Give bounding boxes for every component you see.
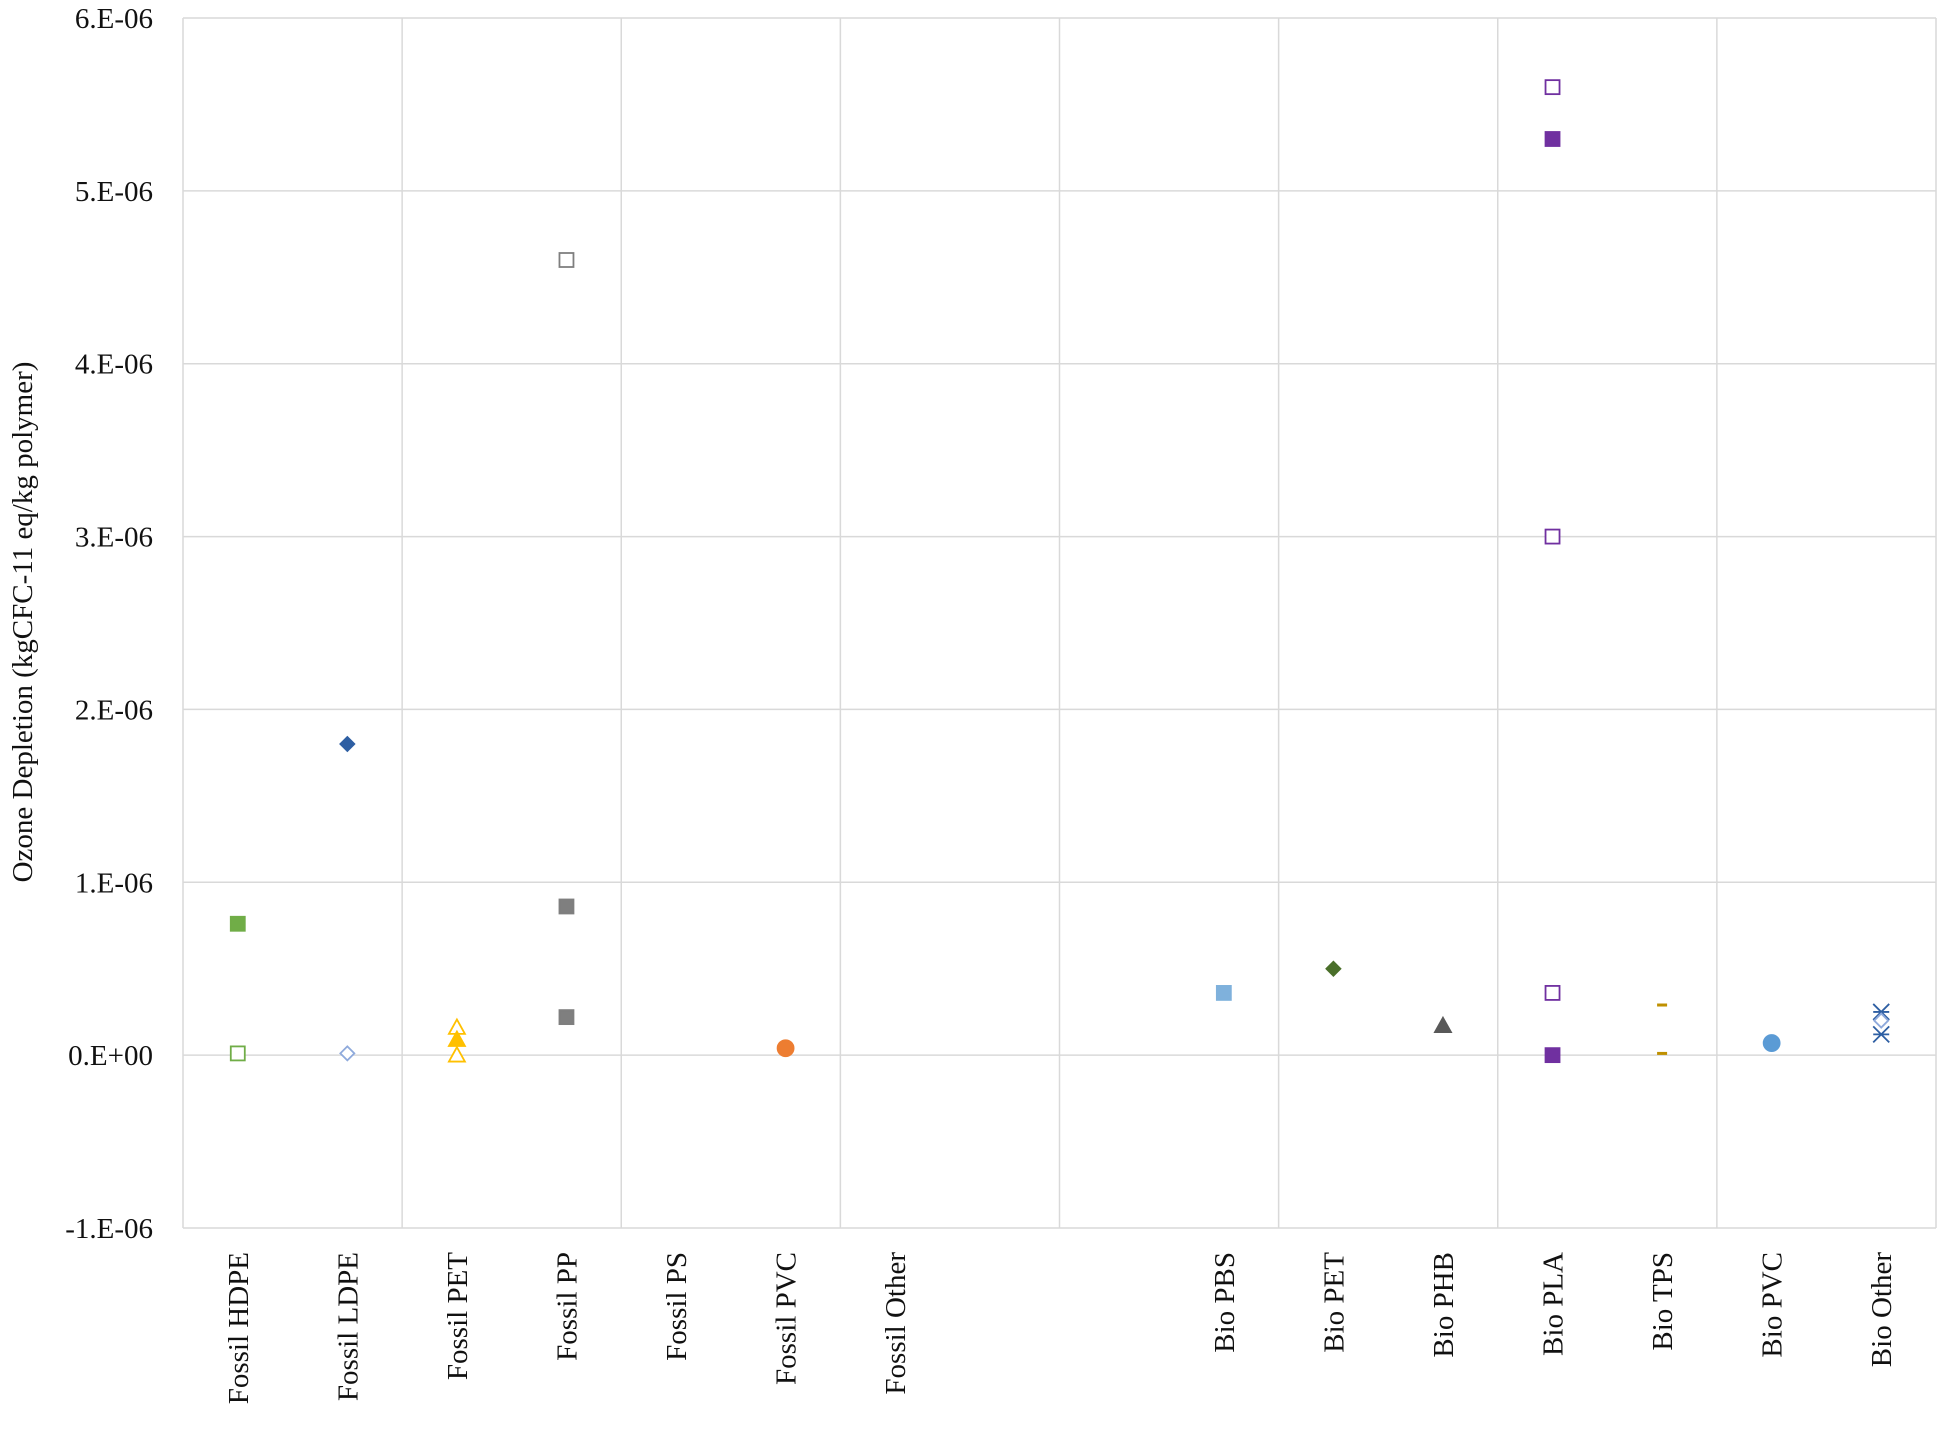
data-point-square <box>1544 1047 1561 1064</box>
category-label: Fossil PS <box>661 1252 693 1361</box>
data-point-star <box>1872 1003 1890 1021</box>
category-label: Fossil LDPE <box>332 1252 364 1401</box>
category-label: Fossil Other <box>880 1252 912 1395</box>
y-tick-label: -1.E-06 <box>65 1213 153 1245</box>
category-labels: Fossil HDPE Fossil LDPE Fossil PET Fossil P… <box>223 1252 1898 1405</box>
data-point-square <box>1544 79 1561 96</box>
data-point-square <box>229 915 246 932</box>
data-point-square <box>229 1045 246 1062</box>
y-axis-title: Ozone Depletion (kgCFC-11 eq/kg polymer) <box>7 362 39 883</box>
y-tick-label: 0.E+00 <box>68 1040 153 1072</box>
category-label: Bio TPS <box>1647 1252 1679 1351</box>
category-label: Bio Other <box>1866 1252 1898 1368</box>
data-point-dash <box>1657 1003 1668 1007</box>
category-label: Fossil PP <box>551 1252 583 1361</box>
data-point-triangle <box>1433 1015 1453 1034</box>
category-label: Fossil HDPE <box>223 1252 255 1404</box>
data-point-circle <box>776 1039 795 1058</box>
data-point-diamond <box>339 1045 356 1062</box>
category-label: Bio PVC <box>1757 1252 1789 1358</box>
y-tick-label: 4.E-06 <box>75 349 153 381</box>
data-point-square <box>1215 985 1232 1001</box>
data-point-diamond <box>1872 1012 1890 1029</box>
y-tick-label: 1.E-06 <box>75 867 153 899</box>
y-tick-label: 2.E-06 <box>75 694 153 726</box>
y-tick-label: 5.E-06 <box>75 176 153 208</box>
category-label: Fossil PVC <box>771 1252 803 1385</box>
data-point-diamond <box>339 735 356 753</box>
data-point-square <box>1544 131 1561 147</box>
data-point-square <box>558 252 575 268</box>
data-points <box>229 79 1890 1064</box>
data-point-circle <box>1762 1034 1781 1052</box>
data-point-diamond <box>1325 960 1342 977</box>
data-point-dash <box>1657 1051 1668 1055</box>
data-point-square <box>558 898 575 915</box>
y-tick-labels: -1.E-06 0.E+00 1.E-06 2.E-06 3.E-06 4.E-06 5.E… <box>65 3 153 1245</box>
data-point-square <box>1544 528 1561 545</box>
category-label: Bio PBS <box>1209 1252 1241 1353</box>
y-tick-label: 6.E-06 <box>75 3 153 35</box>
data-point-square <box>558 1009 575 1026</box>
category-label: Fossil PET <box>442 1252 474 1380</box>
category-label: Bio PHB <box>1428 1252 1460 1358</box>
category-label: Bio PET <box>1318 1252 1350 1353</box>
data-point-star <box>1872 1025 1890 1044</box>
category-label: Bio PLA <box>1538 1252 1570 1356</box>
data-point-square <box>1544 985 1561 1001</box>
data-point-triangle <box>447 1045 467 1063</box>
grid-layer <box>182 17 1937 1229</box>
y-tick-label: 3.E-06 <box>75 522 153 554</box>
